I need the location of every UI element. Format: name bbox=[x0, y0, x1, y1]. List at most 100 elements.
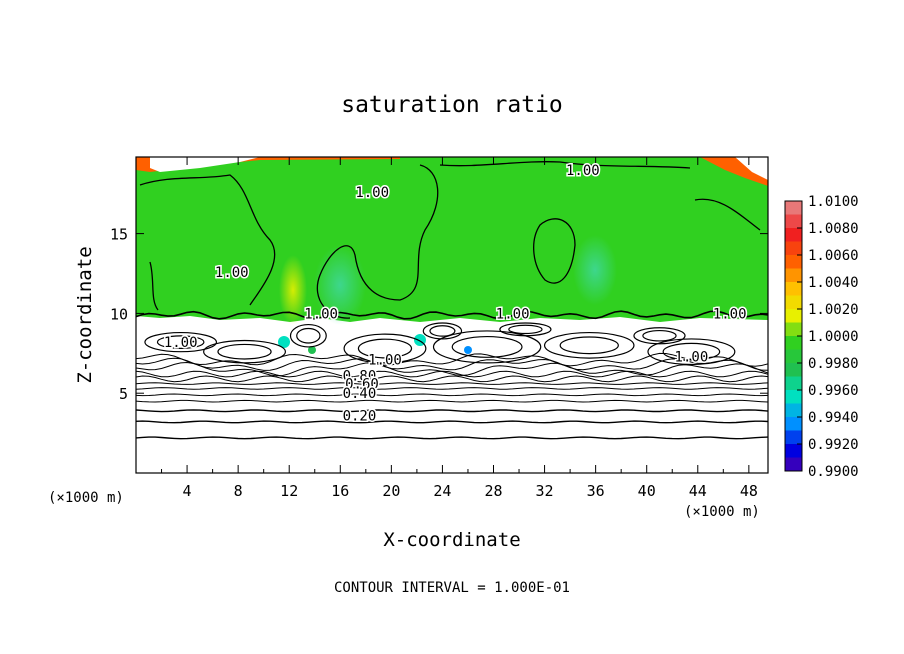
x-unit-right: (×1000 m) bbox=[684, 504, 760, 520]
contour-line bbox=[136, 382, 768, 385]
contour-1-00 bbox=[149, 261, 159, 311]
cloud-contour bbox=[499, 322, 552, 337]
cloud-contour bbox=[144, 331, 218, 353]
cloud-contour bbox=[203, 339, 286, 364]
colorbar-label: 1.0080 bbox=[808, 221, 859, 237]
colorbar-subband bbox=[785, 430, 802, 444]
x-tick-label: 8 bbox=[234, 482, 243, 500]
contour-1-00 bbox=[533, 218, 576, 284]
cloud-contour bbox=[343, 333, 427, 364]
x-tick-label: 48 bbox=[740, 482, 758, 500]
cloud-contour bbox=[559, 336, 619, 355]
colorbar-subband bbox=[785, 214, 802, 228]
contour-line bbox=[136, 370, 768, 378]
contour-lines bbox=[136, 310, 768, 440]
cloud-contour bbox=[451, 335, 523, 358]
x-tick-label: 40 bbox=[638, 482, 656, 500]
x-tick-label: 36 bbox=[587, 482, 605, 500]
top-edge-white bbox=[150, 157, 260, 172]
contour-line bbox=[136, 399, 768, 403]
contour-line bbox=[136, 387, 768, 390]
cloud-contour bbox=[647, 338, 736, 366]
y-tick-label: 5 bbox=[119, 385, 128, 403]
contour-line bbox=[136, 420, 768, 424]
cloud-top-contour bbox=[136, 310, 768, 320]
x-tick-label: 16 bbox=[331, 482, 349, 500]
contour-line bbox=[136, 375, 768, 383]
plot-area bbox=[136, 157, 768, 473]
x-unit-left: (×1000 m) bbox=[48, 490, 124, 506]
x-tick-label: 24 bbox=[433, 482, 451, 500]
contour-line bbox=[136, 436, 768, 440]
colorbar-label: 1.0100 bbox=[808, 194, 859, 210]
cloud-contour bbox=[217, 343, 272, 360]
colorbar-label: 0.9940 bbox=[808, 410, 859, 426]
cloud-contour bbox=[432, 330, 542, 364]
cloud-contour bbox=[296, 327, 321, 344]
yellow-patch bbox=[279, 255, 307, 325]
colorbar-subband bbox=[785, 241, 802, 255]
boundary-cell bbox=[278, 336, 290, 348]
contour-label: 1.00 bbox=[304, 306, 338, 322]
boundary-cell bbox=[308, 346, 316, 354]
colorbar-subband bbox=[785, 403, 802, 417]
saturated-region bbox=[136, 157, 768, 322]
colorbar-subband bbox=[785, 349, 802, 363]
contour-1-00 bbox=[316, 164, 439, 319]
cloud-contour bbox=[642, 329, 677, 342]
colorbar-label: 1.0020 bbox=[808, 302, 859, 318]
x-tick-label: 20 bbox=[382, 482, 400, 500]
boundary-cell bbox=[464, 346, 472, 354]
colorbar: 1.0100 1.0080 1.0060 1.0040 1.0020 1.0000 0.99… bbox=[784, 194, 859, 480]
contour-label: 0.60 bbox=[345, 377, 379, 393]
top-right-white bbox=[735, 157, 768, 180]
cloud-contour bbox=[357, 338, 413, 359]
colorbar-label: 1.0040 bbox=[808, 275, 859, 291]
x-axis: 4 8 12 16 20 24 28 32 36 40 44 48 bbox=[161, 157, 758, 500]
contour-1-00 bbox=[139, 174, 276, 306]
contour-1-00 bbox=[439, 161, 691, 169]
colorbar-subband bbox=[785, 376, 802, 390]
x-tick-label: 28 bbox=[484, 482, 502, 500]
y-axis: 5 10 15 bbox=[110, 226, 768, 403]
cyan-patch bbox=[573, 235, 617, 305]
cloud-contour bbox=[289, 323, 327, 348]
upper-contours bbox=[139, 161, 761, 319]
contour-label: 1.00 bbox=[355, 185, 389, 201]
contour-label: 0.40 bbox=[343, 386, 377, 402]
contour-label: 1.00 bbox=[368, 353, 402, 369]
cloud-contour bbox=[633, 327, 686, 345]
contour-label: 1.00 bbox=[713, 306, 747, 322]
y-tick-label: 10 bbox=[110, 305, 128, 323]
contour-label: 1.00 bbox=[566, 163, 600, 179]
contour-label: 0.80 bbox=[343, 369, 377, 385]
colorbar-label: 0.9980 bbox=[808, 356, 859, 372]
colorbar-subband bbox=[785, 268, 802, 282]
cloud-contour bbox=[508, 324, 543, 335]
colorbar-subband bbox=[785, 295, 802, 309]
contour-line bbox=[136, 409, 768, 413]
x-tick-label: 32 bbox=[536, 482, 554, 500]
cloud-contour bbox=[662, 342, 721, 361]
contour-label: 1.00 bbox=[675, 349, 709, 365]
contour-1-00 bbox=[694, 198, 761, 231]
colorbar-label: 1.0060 bbox=[808, 248, 859, 264]
y-tick-label: 15 bbox=[110, 226, 128, 244]
x-tick-label: 44 bbox=[689, 482, 707, 500]
x-axis-label: X-coordinate bbox=[383, 529, 520, 551]
chart-title: saturation ratio bbox=[341, 92, 563, 118]
colorbar-label: 1.0000 bbox=[808, 329, 859, 345]
colorbar-label: 0.9900 bbox=[808, 464, 859, 480]
footer-note: CONTOUR INTERVAL = 1.000E-01 bbox=[334, 580, 570, 596]
cloud-contour bbox=[429, 325, 456, 337]
x-tick-label: 4 bbox=[183, 482, 192, 500]
plot-frame bbox=[135, 156, 769, 474]
contour-line bbox=[136, 393, 768, 397]
contour-line bbox=[136, 361, 768, 377]
cloud-contour bbox=[422, 322, 463, 340]
colorbar-subband bbox=[785, 457, 802, 471]
y-axis-label: Z-coordinate bbox=[74, 246, 96, 383]
cyan-patch bbox=[314, 245, 366, 325]
x-tick-label: 12 bbox=[280, 482, 298, 500]
